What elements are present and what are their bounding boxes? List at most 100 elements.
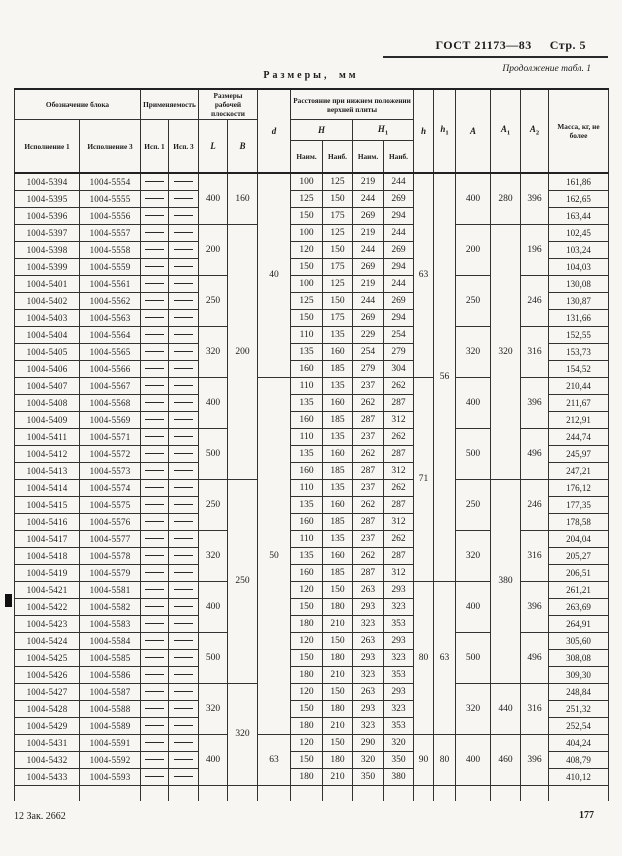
cell-A: 320 <box>455 326 492 379</box>
cell-A1: 280 <box>490 172 522 226</box>
cell-H1-min: 323 <box>352 615 385 634</box>
cell-H1-max: 269 <box>383 292 415 311</box>
cell-applicability-exec3 <box>168 394 199 413</box>
cell-designation-exec3: 1004-5583 <box>79 615 141 634</box>
spacer-cell <box>322 785 354 802</box>
cell-H1-min: 290 <box>352 734 385 753</box>
cell-applicability-exec1 <box>140 683 169 702</box>
cell-H-max: 150 <box>322 734 354 753</box>
cell-A2: 396 <box>520 581 550 634</box>
cell-applicability-exec3 <box>168 700 199 719</box>
cell-applicability-exec3 <box>168 598 199 617</box>
spacer-cell <box>226 785 259 802</box>
cell-applicability-exec3 <box>168 581 199 600</box>
cell-H1-min: 287 <box>352 411 385 430</box>
header-execution1: Исполнение 1 <box>14 119 80 175</box>
table-row: 1004-5409 1004-5569 160 185 287 312 212,91 <box>14 411 610 430</box>
cell-designation-exec1: 1004-5426 <box>14 666 80 685</box>
print-order-note: 12 Зак. 2662 <box>14 811 66 822</box>
table-row: 1004-5397 1004-5557 200 200 100 125 219 244 200 3… <box>14 224 610 481</box>
cell-H-min: 150 <box>290 309 324 328</box>
table-row: 1004-5428 1004-5588 150 180 293 323 251,32 <box>14 700 610 719</box>
cell-mass: 263,69 <box>548 598 610 617</box>
cell-designation-exec1: 1004-5415 <box>14 496 80 515</box>
cell-H-min: 180 <box>290 666 324 685</box>
cell-H-max: 125 <box>322 172 354 192</box>
header-B: B <box>226 119 259 175</box>
cell-H1-max: 262 <box>383 428 415 447</box>
cell-H1-max: 262 <box>383 530 415 549</box>
spacer-cell <box>257 785 292 802</box>
cell-H-max: 185 <box>322 360 354 379</box>
cell-designation-exec3: 1004-5563 <box>79 309 141 328</box>
cell-applicability-exec1 <box>140 309 169 328</box>
header-A1: A1 <box>490 88 522 175</box>
header-app1: Исп. 1 <box>140 119 169 175</box>
cell-H-max: 135 <box>322 530 354 549</box>
cell-H-min: 120 <box>290 734 324 753</box>
spacer-cell <box>433 785 457 802</box>
cell-A: 400 <box>455 581 492 634</box>
table-row: 1004-5425 1004-5585 150 180 293 323 308,08 <box>14 649 610 668</box>
cell-L: 250 <box>198 275 228 328</box>
spacer-cell <box>140 785 169 802</box>
dash-mark <box>174 350 193 352</box>
cell-applicability-exec3 <box>168 292 199 311</box>
cell-designation-exec1: 1004-5418 <box>14 547 80 566</box>
cell-designation-exec3: 1004-5591 <box>79 734 141 753</box>
cell-d: 50 <box>257 377 292 736</box>
cell-H1-min: 287 <box>352 513 385 532</box>
cell-H-max: 185 <box>322 564 354 583</box>
dash-mark <box>145 758 164 760</box>
cell-H1-min: 269 <box>352 258 385 277</box>
dimensions-table: Обозначение блока Применяе­мость Размеры… <box>14 88 610 802</box>
cell-applicability-exec3 <box>168 241 199 260</box>
cell-H1-max: 353 <box>383 666 415 685</box>
cell-H-max: 160 <box>322 445 354 464</box>
cell-designation-exec1: 1004-5394 <box>14 172 80 192</box>
cell-H1-min: 262 <box>352 547 385 566</box>
cell-designation-exec3: 1004-5581 <box>79 581 141 600</box>
cell-H-max: 185 <box>322 462 354 481</box>
cell-applicability-exec1 <box>140 581 169 600</box>
cell-H-min: 160 <box>290 462 324 481</box>
cell-applicability-exec3 <box>168 462 199 481</box>
cell-applicability-exec3 <box>168 717 199 736</box>
cell-A2: 396 <box>520 172 550 226</box>
dash-mark <box>145 282 164 284</box>
table-row: 1004-5401 1004-5561 250 100 125 219 244 250 246 1… <box>14 275 610 328</box>
gost-number: ГОСТ 21173—83 <box>435 38 532 52</box>
cell-designation-exec3: 1004-5564 <box>79 326 141 345</box>
cell-H1-min: 293 <box>352 649 385 668</box>
cell-applicability-exec3 <box>168 360 199 379</box>
cell-h: 71 <box>413 377 435 583</box>
cell-H1-min: 293 <box>352 598 385 617</box>
cell-designation-exec3: 1004-5557 <box>79 224 141 243</box>
dash-mark <box>174 418 193 420</box>
spacer-cell <box>455 785 492 802</box>
cell-designation-exec3: 1004-5576 <box>79 513 141 532</box>
cell-designation-exec3: 1004-5568 <box>79 394 141 413</box>
dash-mark <box>174 656 193 658</box>
header-d: d <box>257 88 292 175</box>
cell-H1-max: 323 <box>383 598 415 617</box>
cell-H1-max: 254 <box>383 326 415 345</box>
dash-mark <box>174 690 193 692</box>
cell-mass: 210,44 <box>548 377 610 396</box>
cell-designation-exec3: 1004-5572 <box>79 445 141 464</box>
cell-A: 250 <box>455 275 492 328</box>
header-app3: Исп. 3 <box>168 119 199 175</box>
cell-applicability-exec1 <box>140 768 169 787</box>
cell-H1-max: 262 <box>383 377 415 396</box>
cell-H1-min: 262 <box>352 496 385 515</box>
cell-applicability-exec1 <box>140 394 169 413</box>
cell-designation-exec1: 1004-5424 <box>14 632 80 651</box>
cell-H-max: 175 <box>322 258 354 277</box>
header-H1-max: Наиб. <box>383 140 415 175</box>
table-row: 1004-5416 1004-5576 160 185 287 312 178,58 <box>14 513 610 532</box>
cell-applicability-exec1 <box>140 411 169 430</box>
cell-H1-max: 287 <box>383 394 415 413</box>
cell-applicability-exec3 <box>168 649 199 668</box>
table-row: 1004-5412 1004-5572 135 160 262 287 245,97 <box>14 445 610 464</box>
cell-mass: 212,91 <box>548 411 610 430</box>
